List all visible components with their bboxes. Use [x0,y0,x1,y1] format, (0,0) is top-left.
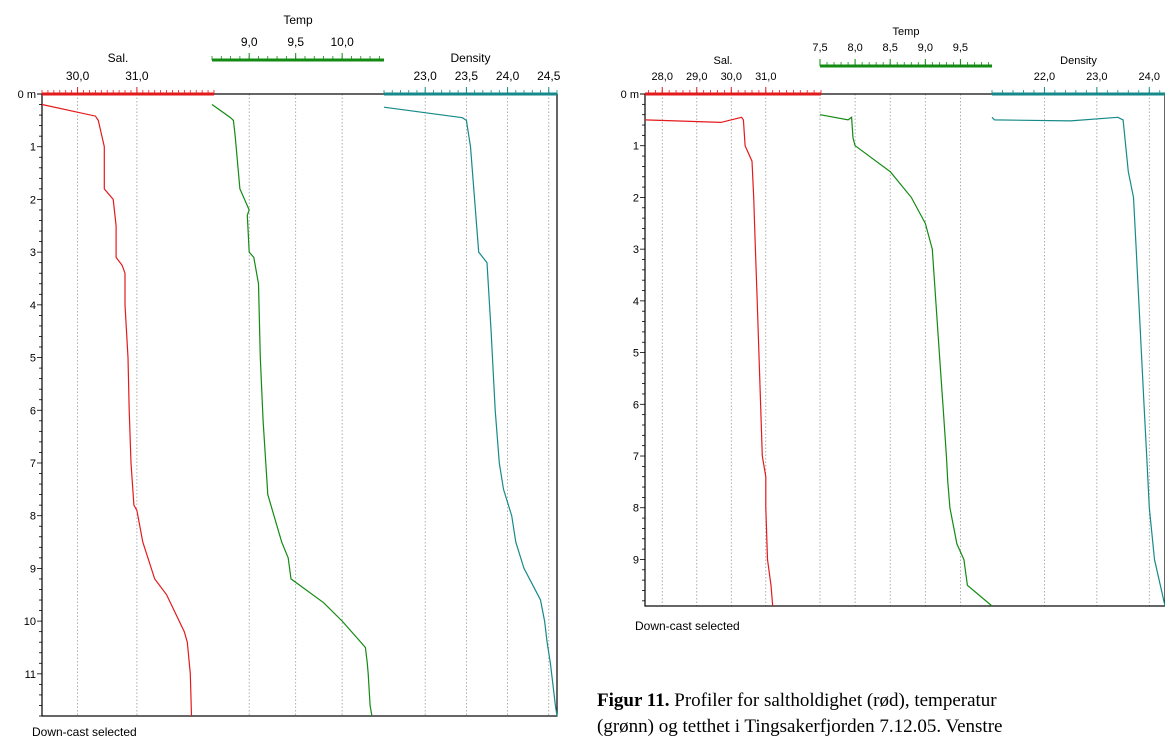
panel2-density-axis-title: Density [1060,55,1097,67]
panel2-depth-tick-label: 1 [633,141,639,153]
panel1-depth-tick-label: 4 [30,300,36,312]
panel1-downcast-footer: Down-cast selected [32,725,137,739]
panel1-depth-tick-label: 10 [24,616,36,628]
panel1-temp-axis-title: Temp [283,13,313,27]
panel2-temp-tick-label: 9,0 [918,42,933,54]
panel1-depth-tick-label: 2 [30,194,36,206]
panel1-temp-tick-label: 9,5 [287,35,304,49]
panel2-depth-tick-label: 9 [633,554,639,566]
panel2-density-tick-label: 22,0 [1034,71,1055,83]
panel2-density-tick-label: 23,0 [1086,71,1107,83]
panel1-density-tick-label: 24,0 [496,69,520,83]
panel2-sal-axis-title: Sal. [714,55,733,67]
panel1-temp-tick-label: 10,0 [330,35,354,49]
panel2-sal-tick-label: 31,0 [755,71,776,83]
panel1-density-tick-label: 23,0 [414,69,438,83]
panel1-temp-profile-line [211,104,373,717]
panel2-temp-tick-label: 7,5 [812,42,827,54]
caption-line2: (grønn) og tetthet i Tingsakerfjorden 7.… [597,716,1003,737]
panel2-plot-frame [644,93,1165,607]
panel1-depth-tick-label: 1 [30,142,36,154]
panel1-depth-tick-label: 7 [30,458,36,470]
panel1-temp-tick-label: 9,0 [241,35,258,49]
panel2-depth-tick-label: 5 [633,348,639,360]
panel2-temp-tick-label: 8,5 [883,42,898,54]
panel1-depth-tick-label: 5 [30,353,36,365]
panel2-density-profile-line [991,116,1165,607]
figure-caption: Figur 11. Profiler for saltholdighet (rø… [597,688,1165,740]
panel2-temp-tick-label: 8,0 [847,42,862,54]
panel2-depth-zero-label: 0 m [621,89,639,101]
panel2-depth-tick-label: 3 [633,244,639,256]
panel1-density-axis-title: Density [450,51,490,65]
panel1-depth-tick-label: 6 [30,405,36,417]
caption-label: Figur 11. [597,690,670,711]
panel1-sal-profile-line [41,103,193,717]
panel2-sal-tick-label: 28,0 [652,71,673,83]
panel1-depth-tick-label: 3 [30,247,36,259]
panel2-depth-tick-label: 6 [633,399,639,411]
panel1-depth-tick-label: 8 [30,511,36,523]
panel2-temp-axis-title: Temp [893,26,920,38]
panel1-sal-tick-label: 31,0 [125,69,149,83]
panel1-sal-axis-title: Sal. [108,51,129,65]
panel2-density-tick-label: 24,0 [1139,71,1160,83]
panel1-sal-tick-label: 30,0 [66,69,90,83]
panel1-depth-tick-label: 9 [30,563,36,575]
panel2-temp-tick-label: 9,5 [953,42,968,54]
panel2-sal-profile-line [644,116,774,607]
panel1-density-tick-label: 24,5 [537,69,561,83]
panel1-density-profile-line [383,106,558,717]
panel2-sal-tick-label: 29,0 [686,71,707,83]
panel2-depth-tick-label: 2 [633,192,639,204]
panel1-density-tick-label: 23,5 [455,69,479,83]
panel1-depth-tick-label: 11 [25,669,36,681]
panel2-sal-tick-label: 30,0 [721,71,742,83]
caption-line1: Profiler for saltholdighet (rød), temper… [669,690,997,711]
panel1-plot-frame [41,93,558,717]
panel2-depth-tick-label: 4 [633,296,639,308]
panel2-downcast-footer: Down-cast selected [635,619,740,633]
panel2-depth-tick-label: 7 [633,451,639,463]
panel2-depth-tick-label: 8 [633,503,639,515]
panel2-temp-profile-line [819,114,993,607]
panel1-depth-zero-label: 0 m [18,89,36,101]
